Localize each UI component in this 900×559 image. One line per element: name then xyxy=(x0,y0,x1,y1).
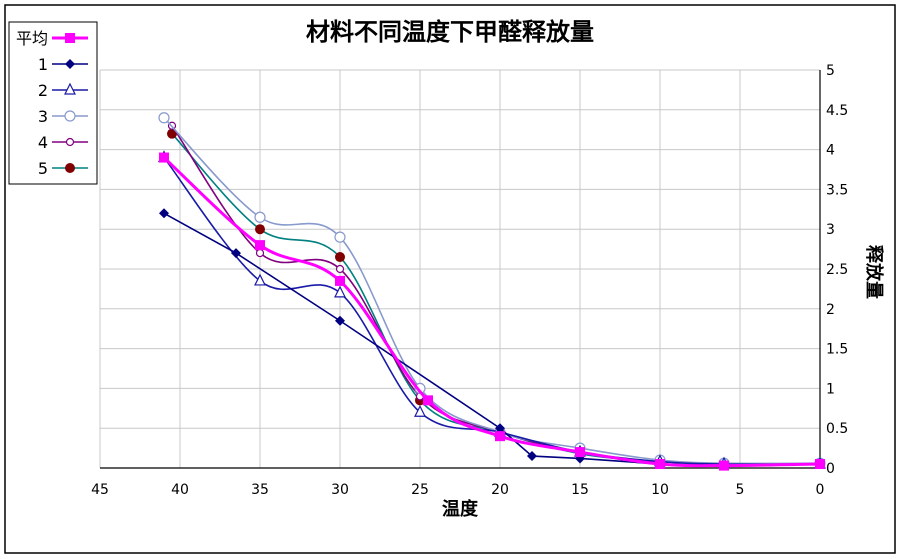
legend-label: 4 xyxy=(38,133,48,152)
data-point xyxy=(719,460,729,471)
x-tick-label: 30 xyxy=(331,482,349,498)
legend-label: 3 xyxy=(38,107,48,126)
data-point xyxy=(335,315,345,326)
legend-label: 2 xyxy=(38,81,48,100)
legend-label: 1 xyxy=(38,55,48,74)
y-tick-label: 2 xyxy=(826,302,835,318)
y-tick-label: 3.5 xyxy=(826,182,848,198)
y-tick-label: 1 xyxy=(826,381,835,397)
legend-label: 5 xyxy=(38,159,48,178)
data-point xyxy=(495,431,505,442)
data-point xyxy=(335,252,345,263)
legend-swatch-marker xyxy=(64,82,76,95)
legend-label: 平均 xyxy=(16,29,48,48)
data-point xyxy=(335,264,345,274)
series-1 xyxy=(159,152,825,471)
x-tick-label: 25 xyxy=(411,482,429,498)
legend: 平均 1 2 3 4 5 xyxy=(8,21,98,185)
outer-border xyxy=(4,4,896,554)
data-point xyxy=(335,275,345,286)
y-tick-label: 0 xyxy=(826,461,835,477)
data-point xyxy=(231,248,241,259)
x-tick-label: 15 xyxy=(571,482,589,498)
legend-box xyxy=(8,21,98,185)
legend-swatch-marker xyxy=(65,137,75,147)
y-tick-label: 3 xyxy=(826,222,835,238)
data-point xyxy=(159,152,169,163)
x-tick-label: 40 xyxy=(171,482,189,498)
x-tick-label: 45 xyxy=(91,482,109,498)
y-tick-label: 4 xyxy=(826,143,835,159)
y-tick-label: 2.5 xyxy=(826,262,848,278)
legend-swatch-marker xyxy=(65,163,75,173)
x-tick-label: 0 xyxy=(816,482,825,498)
data-point xyxy=(423,395,433,406)
series-line xyxy=(163,157,821,465)
data-point xyxy=(167,128,177,139)
chart-title: 材料不同温度下甲醛释放量 xyxy=(306,18,594,46)
y-axis-label: 释放量 xyxy=(863,245,885,299)
legend-swatch-marker xyxy=(65,33,75,43)
data-point xyxy=(254,211,266,223)
y-tick-label: 0.5 xyxy=(826,421,848,437)
data-point xyxy=(575,447,585,458)
x-tick-label: 35 xyxy=(251,482,269,498)
series-lines xyxy=(158,112,826,471)
data-point xyxy=(527,451,537,462)
x-tick-label: 10 xyxy=(651,482,669,498)
y-axis-labels: 0 0.5 1 1.5 2 2.5 3 3.5 4 4.5 5 xyxy=(826,63,848,477)
y-tick-label: 5 xyxy=(826,63,835,79)
data-point xyxy=(158,112,170,124)
data-point xyxy=(255,240,265,251)
y-tick-label: 1.5 xyxy=(826,342,848,358)
x-axis-label: 温度 xyxy=(442,498,479,520)
data-point xyxy=(414,404,426,417)
legend-swatch-marker xyxy=(64,110,76,122)
x-tick-label: 20 xyxy=(491,482,509,498)
x-tick-label: 5 xyxy=(736,482,745,498)
data-point xyxy=(255,248,265,258)
data-point xyxy=(495,423,505,434)
y-tick-label: 4.5 xyxy=(826,103,848,119)
data-point xyxy=(334,231,346,243)
data-point xyxy=(334,285,346,298)
data-point xyxy=(655,459,665,470)
data-point xyxy=(254,273,266,286)
x-axis-labels: 0 5 10 15 20 25 30 35 40 45 xyxy=(91,482,824,498)
plot-area: 0 0.5 1 1.5 2 2.5 3 3.5 4 4.5 5 0 5 10 15 20 25 30 35 40 45 xyxy=(91,63,848,498)
series-line xyxy=(163,117,821,465)
data-point xyxy=(815,459,825,470)
series-line xyxy=(162,156,821,468)
data-point xyxy=(255,224,265,235)
legend-swatch-marker xyxy=(65,59,75,69)
data-point xyxy=(159,208,169,219)
